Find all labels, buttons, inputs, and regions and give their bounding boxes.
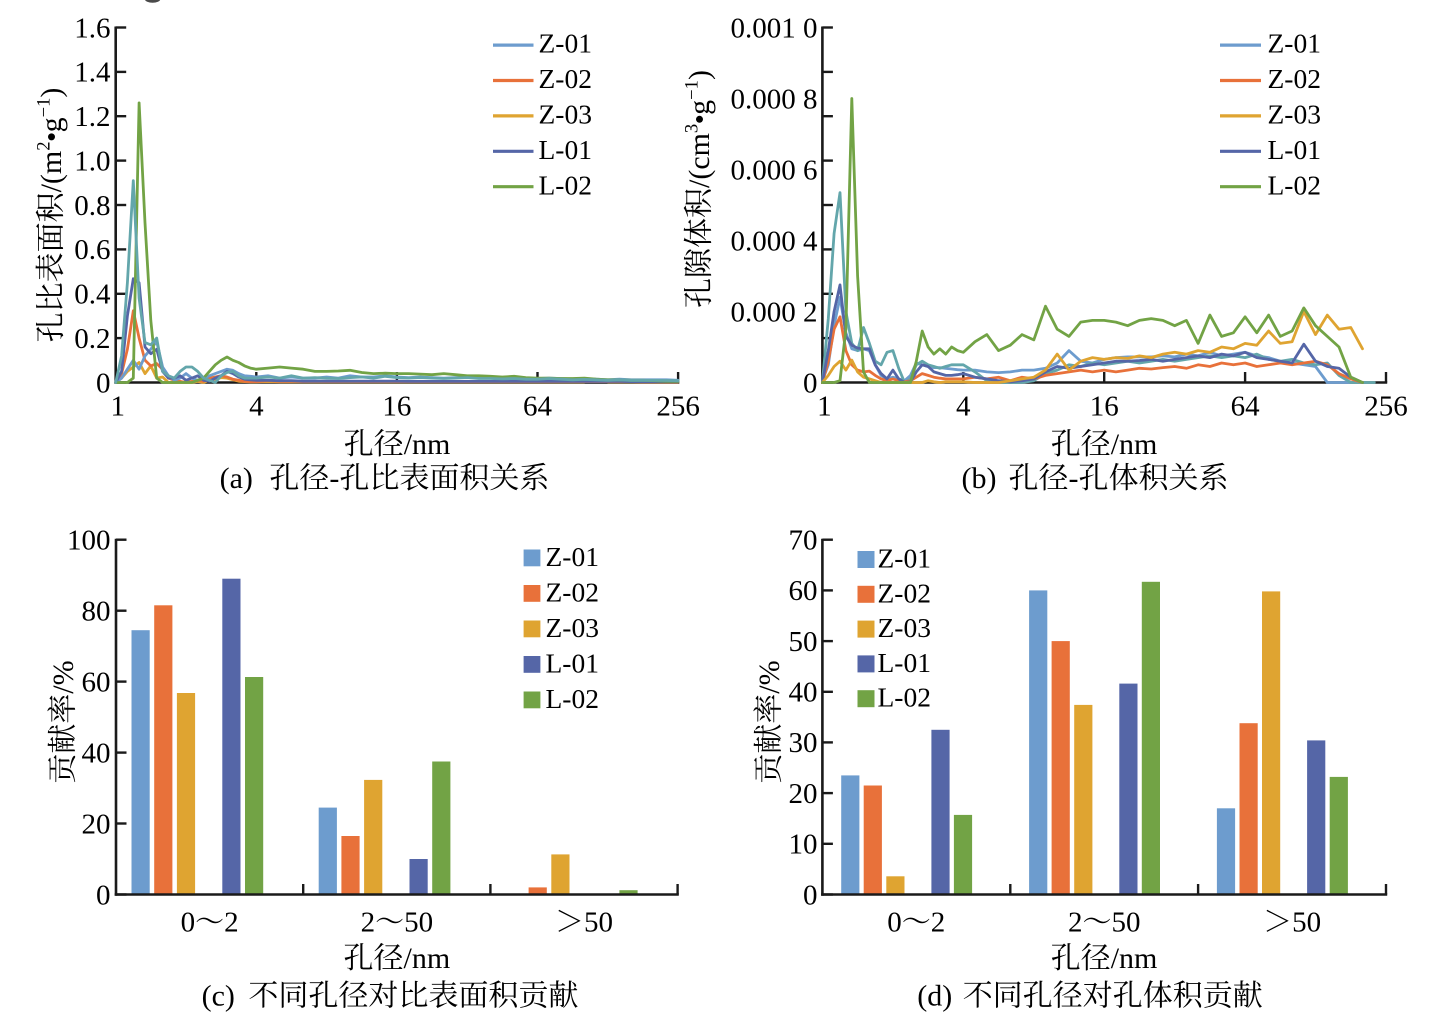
svg-text:(a): (a)	[220, 462, 253, 495]
svg-text:(c): (c)	[202, 980, 235, 1013]
svg-text:50: 50	[404, 907, 433, 939]
svg-text:1.2: 1.2	[74, 101, 110, 133]
svg-text:0: 0	[887, 907, 902, 939]
svg-text:1.6: 1.6	[74, 12, 110, 44]
svg-text:0: 0	[181, 907, 196, 939]
svg-text:1: 1	[817, 391, 832, 423]
svg-text:0: 0	[96, 367, 111, 399]
svg-text:20: 20	[82, 808, 111, 840]
svg-text:/%: /%	[47, 660, 80, 693]
svg-text:0.000 2: 0.000 2	[731, 296, 818, 328]
svg-text:1.0: 1.0	[74, 145, 110, 177]
svg-text:10: 10	[789, 829, 818, 861]
svg-text:/nm: /nm	[404, 428, 451, 461]
svg-text:16: 16	[382, 391, 411, 423]
svg-text:g: g	[683, 100, 716, 115]
svg-text:L-01: L-01	[1268, 134, 1321, 165]
svg-text:-: -	[1069, 462, 1079, 495]
svg-text:−1: −1	[681, 80, 702, 100]
svg-text:0.6: 0.6	[74, 234, 110, 266]
svg-text:0.000 8: 0.000 8	[731, 83, 818, 115]
svg-text:/nm: /nm	[404, 942, 451, 975]
svg-text:-: -	[329, 462, 339, 495]
svg-text:Z-02: Z-02	[1268, 63, 1321, 94]
svg-text:): )	[35, 88, 68, 98]
svg-text:40: 40	[789, 677, 818, 709]
svg-text:L-01: L-01	[878, 647, 931, 678]
svg-text:Z-01: Z-01	[539, 28, 592, 59]
svg-text:Z-03: Z-03	[1268, 99, 1321, 130]
svg-text:64: 64	[1231, 391, 1261, 423]
svg-text:2: 2	[931, 907, 946, 939]
svg-text:60: 60	[789, 575, 818, 607]
svg-text:L-01: L-01	[546, 647, 599, 678]
svg-text:256: 256	[1364, 391, 1408, 423]
svg-text:0: 0	[803, 879, 818, 911]
svg-text:4: 4	[249, 391, 264, 423]
svg-text:Z-02: Z-02	[878, 577, 931, 608]
svg-text:50: 50	[1112, 907, 1141, 939]
svg-text:(b): (b)	[962, 462, 997, 495]
svg-text:Z-03: Z-03	[539, 99, 592, 130]
svg-text:0.001 0: 0.001 0	[731, 12, 818, 44]
svg-text:1.4: 1.4	[74, 57, 111, 89]
svg-text:2: 2	[361, 907, 376, 939]
svg-text:L-02: L-02	[546, 683, 599, 714]
svg-text:0.2: 0.2	[74, 323, 110, 355]
svg-text:Z-01: Z-01	[878, 543, 931, 574]
svg-text:256: 256	[656, 391, 700, 423]
svg-text:50: 50	[789, 626, 818, 658]
svg-text:): )	[683, 70, 716, 80]
svg-text:0: 0	[96, 879, 111, 911]
svg-text:2: 2	[224, 907, 239, 939]
svg-text:/(m: /(m	[35, 151, 68, 193]
svg-text:2: 2	[33, 141, 54, 150]
svg-text:/nm: /nm	[1111, 942, 1158, 975]
svg-text:−1: −1	[33, 98, 54, 118]
svg-text:0.8: 0.8	[74, 190, 110, 222]
svg-text:30: 30	[789, 727, 818, 759]
svg-text:80: 80	[82, 596, 111, 628]
svg-text:Z-02: Z-02	[546, 576, 599, 607]
svg-text:Z-03: Z-03	[878, 612, 931, 643]
svg-text:g: g	[35, 117, 68, 132]
svg-text:16: 16	[1090, 391, 1119, 423]
svg-text:64: 64	[523, 391, 553, 423]
svg-text:60: 60	[82, 666, 111, 698]
svg-text:0.4: 0.4	[74, 279, 111, 311]
svg-text:L-01: L-01	[539, 134, 592, 165]
svg-text:50: 50	[584, 907, 613, 939]
svg-text:Z-01: Z-01	[546, 541, 599, 572]
svg-text:/nm: /nm	[1111, 428, 1158, 461]
svg-text:L-02: L-02	[878, 682, 931, 713]
svg-text:2: 2	[1068, 907, 1083, 939]
svg-text:3: 3	[681, 124, 702, 133]
svg-text:20: 20	[789, 778, 818, 810]
svg-text:40: 40	[82, 737, 111, 769]
svg-text:Z-01: Z-01	[1268, 28, 1321, 59]
svg-text:0: 0	[803, 367, 818, 399]
svg-text:/%: /%	[753, 660, 786, 693]
svg-text:70: 70	[789, 525, 818, 557]
svg-text:/(cm: /(cm	[683, 133, 716, 188]
svg-text:4: 4	[956, 391, 971, 423]
svg-text:L-02: L-02	[1268, 169, 1321, 200]
svg-text:0.000 6: 0.000 6	[731, 154, 818, 186]
svg-text:(d): (d)	[917, 980, 952, 1013]
svg-text:L-02: L-02	[539, 169, 592, 200]
svg-text:0.000 4: 0.000 4	[731, 225, 819, 257]
svg-text:50: 50	[1292, 907, 1321, 939]
svg-text:Z-02: Z-02	[539, 63, 592, 94]
svg-text:Z-03: Z-03	[546, 612, 599, 643]
svg-text:100: 100	[67, 525, 111, 557]
svg-text:1: 1	[111, 391, 126, 423]
